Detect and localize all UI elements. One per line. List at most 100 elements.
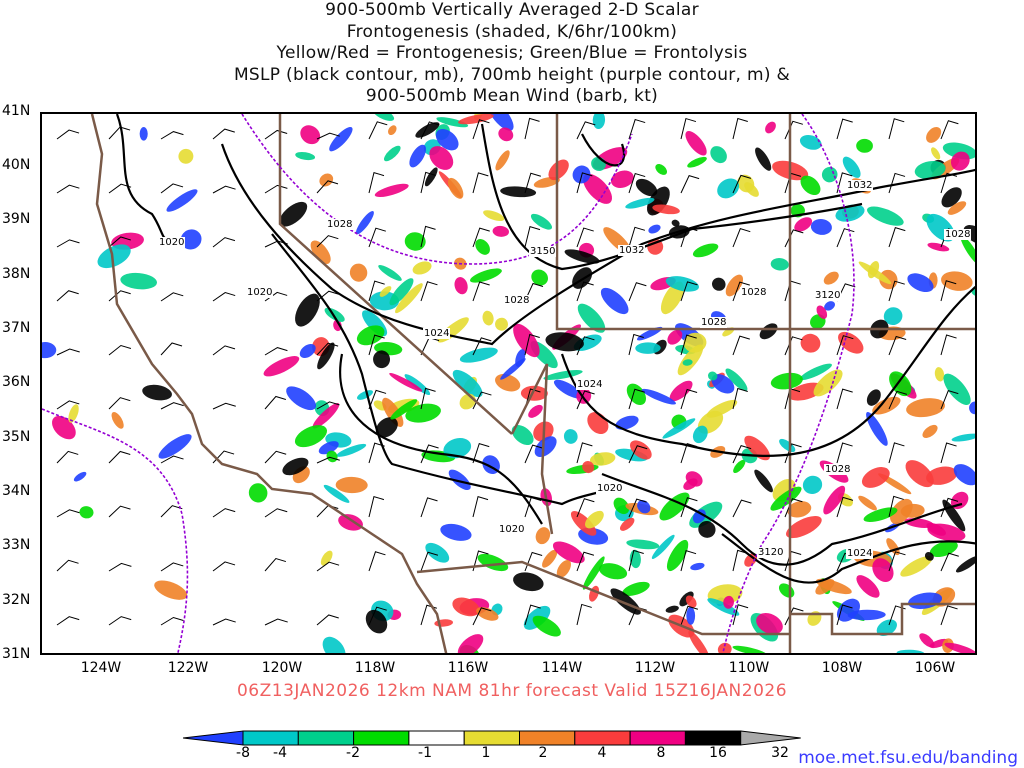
frontogenesis-cell: [755, 147, 772, 171]
frontogenesis-cell: [690, 562, 705, 571]
colorbar-high-arrow: [740, 730, 801, 746]
frontogenesis-cell: [816, 305, 828, 319]
frontogenesis-cell: [42, 342, 57, 359]
wind-barb: [836, 496, 854, 518]
frontogenesis-cell: [395, 283, 423, 314]
colorbar: [183, 730, 801, 746]
contour-label: 1020: [498, 524, 526, 535]
frontogenesis-cell: [322, 636, 346, 653]
lat-label: 33N: [2, 537, 31, 553]
wind-barb: [888, 227, 906, 248]
frontogenesis-cell: [927, 523, 966, 542]
frontogenesis-cell: [180, 229, 202, 250]
frontogenesis-cell: [532, 615, 561, 637]
wind-barb: [524, 444, 543, 464]
lat-label: 31N: [2, 646, 31, 662]
frontogenesis-cell: [685, 471, 703, 487]
frontogenesis-cell: [326, 450, 338, 463]
wind-barb: [576, 227, 594, 248]
wind-barb: [732, 281, 750, 302]
wind-barb: [888, 442, 905, 464]
lat-label: 34N: [2, 483, 31, 499]
frontogenesis-cell: [655, 163, 668, 175]
contour-label: 1020: [246, 287, 274, 298]
frontogenesis-cell: [876, 619, 897, 636]
frontogenesis-cell: [318, 441, 339, 455]
wind-barb: [368, 495, 385, 518]
wind-barb: [836, 442, 853, 464]
frontogenesis-cell: [692, 243, 719, 258]
frontogenesis-cell: [459, 347, 498, 363]
frontogenesis-cell: [856, 138, 873, 153]
wind-barb: [524, 333, 540, 356]
wind-barb: [836, 388, 853, 410]
frontogenesis-cell: [838, 331, 864, 354]
frontogenesis-cell: [665, 276, 700, 292]
wind-barb: [576, 551, 595, 572]
wind-barb: [212, 618, 236, 626]
wind-barb: [680, 175, 700, 194]
frontogenesis-cell: [312, 403, 340, 429]
map-plot-area: 1020 1020 1028 1024 1028 3150 1032 1028 …: [40, 112, 977, 655]
frontogenesis-cell: [357, 390, 373, 400]
colorbar-swatch: [297, 730, 355, 746]
wind-barb: [212, 237, 236, 248]
wind-barb: [524, 172, 541, 194]
frontogenesis-cell: [248, 483, 268, 503]
credit-link[interactable]: moe.met.fsu.edu/banding: [798, 748, 1018, 768]
wind-barb: [212, 508, 236, 518]
contour-label: 3150: [529, 246, 557, 257]
wind-barb: [576, 121, 596, 140]
frontogenesis-cell: [866, 411, 888, 446]
wind-barb: [576, 281, 594, 302]
frontogenesis-cell: [97, 244, 131, 269]
wind-barb: [212, 128, 235, 140]
wind-barb: [160, 342, 183, 356]
lon-label: 110W: [728, 660, 770, 676]
frontogenesis-cell: [513, 572, 544, 592]
wind-barb: [56, 348, 80, 356]
frontogenesis-cell: [717, 178, 740, 199]
wind-barb: [784, 229, 804, 248]
wind-barb: [628, 549, 644, 572]
frontogenesis-cell: [924, 552, 934, 561]
contour-label: 1024: [576, 379, 604, 390]
frontogenesis-cell: [863, 507, 898, 523]
frontogenesis-cell: [415, 122, 440, 138]
title-line: 900-500mb Vertically Averaged 2-D Scalar: [325, 0, 699, 20]
frontogenesis-cell: [548, 159, 569, 181]
coastline-and-borders: [90, 114, 975, 653]
wind-barb: [108, 126, 131, 140]
lon-label: 124W: [80, 660, 122, 676]
wind-barb: [784, 120, 804, 140]
frontogenesis-cell: [630, 440, 652, 460]
colorbar-tick: 8: [656, 745, 666, 761]
frontogenesis-cell: [73, 471, 87, 482]
frontogenesis-cell: [662, 418, 696, 439]
wind-barb: [368, 171, 385, 194]
frontogenesis-cell: [907, 273, 934, 293]
frontogenesis-cell: [355, 210, 374, 235]
frontogenesis-cell: [582, 556, 605, 590]
contour-label: 1024: [846, 548, 874, 559]
wind-barb: [160, 183, 184, 194]
frontogenesis-cell: [706, 399, 738, 418]
frontogenesis-cell: [495, 317, 509, 331]
lon-label: 112W: [634, 660, 676, 676]
wind-barb: [680, 550, 697, 572]
frontogenesis-cell: [583, 173, 613, 204]
frontogenesis-cell: [356, 325, 385, 346]
frontogenesis-cell: [765, 121, 776, 134]
wind-barb: [264, 557, 287, 572]
wind-barb: [420, 551, 439, 572]
frontogenesis-cell: [388, 125, 397, 136]
mexico-border: [416, 560, 975, 636]
frontogenesis-cell: [927, 242, 950, 252]
frontogenesis-cell: [810, 219, 832, 235]
lat-label: 40N: [2, 157, 31, 173]
frontogenesis-cell: [889, 371, 912, 397]
frontogenesis-cell: [598, 563, 628, 580]
frontogenesis-cell: [323, 484, 350, 503]
frontogenesis-cell: [648, 224, 661, 234]
frontogenesis-cell: [799, 134, 822, 150]
